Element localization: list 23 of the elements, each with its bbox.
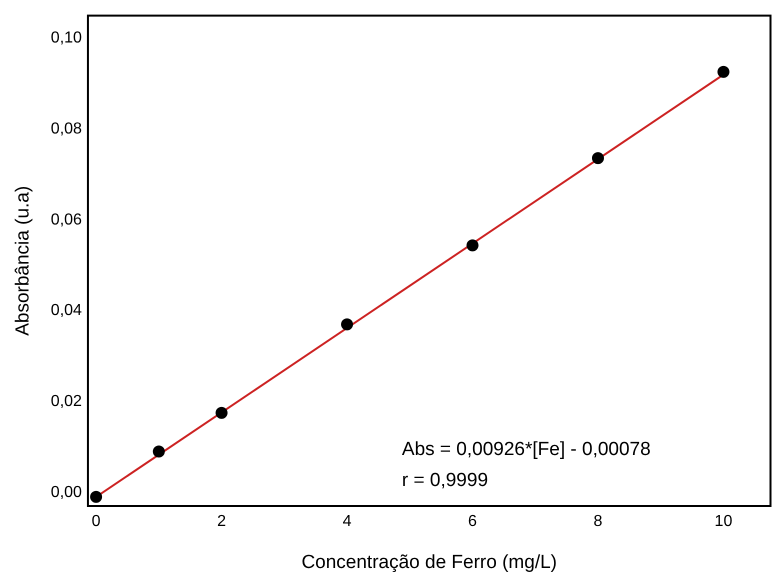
- point: [216, 406, 228, 419]
- point: [341, 318, 354, 330]
- y-tick-label: 0,04: [50, 302, 82, 320]
- y-tick-label: 0,08: [50, 120, 82, 138]
- point: [592, 152, 604, 164]
- x-tick-label: 6: [468, 513, 478, 530]
- x-tick-label: 0: [92, 513, 101, 530]
- point: [717, 66, 730, 78]
- x-axis-title: Concentração de Ferro (mg/L): [301, 552, 557, 573]
- y-axis-title: Absorbância (u.a): [12, 186, 34, 336]
- x-tick-label: 8: [594, 513, 603, 530]
- y-tick-label: 0,10: [50, 30, 82, 47]
- x-tick-label: 4: [342, 513, 352, 530]
- point: [152, 446, 165, 458]
- x-tick-label: 10: [714, 513, 732, 530]
- point: [466, 239, 479, 252]
- y-tick-label: 0,02: [50, 392, 82, 410]
- annotation: Abs = 0,00926*[Fe] - 0,00078: [402, 439, 651, 460]
- annotation: r = 0,9999: [402, 470, 488, 491]
- y-tick-label: 0,06: [50, 211, 82, 228]
- y-tick-label: 0,00: [50, 484, 82, 501]
- x-tick-label: 2: [217, 513, 226, 530]
- point: [90, 490, 102, 503]
